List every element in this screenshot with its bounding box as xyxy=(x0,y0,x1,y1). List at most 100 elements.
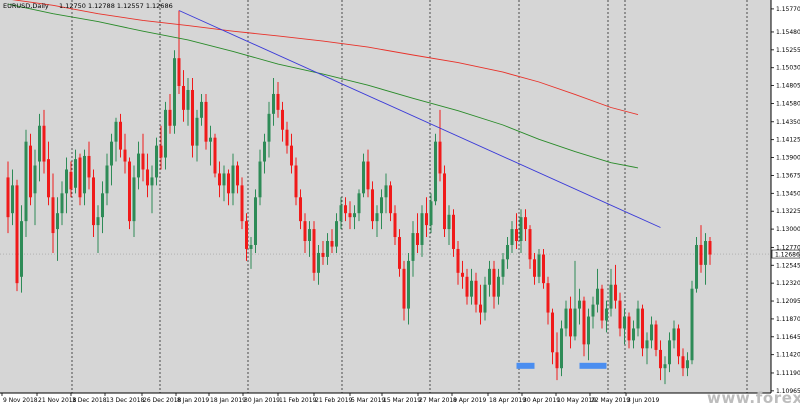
price-tick-label: 1.13450 xyxy=(776,190,800,197)
candle-body xyxy=(348,213,352,218)
candle-body xyxy=(654,324,658,350)
price-tick-label: 1.12320 xyxy=(776,280,800,287)
candle-body xyxy=(123,149,127,162)
candle-body xyxy=(114,121,118,142)
candle-body xyxy=(465,276,469,297)
candle-body xyxy=(78,157,82,198)
date-tick-label: 5 Mar 2019 xyxy=(351,397,385,404)
candle-body xyxy=(146,169,149,186)
candle-body xyxy=(267,113,271,142)
candle-body xyxy=(285,129,289,146)
candle-body xyxy=(645,340,649,349)
candle-body xyxy=(560,328,563,369)
date-tick-label: 3 Dec 2018 xyxy=(72,397,107,404)
candle-body xyxy=(537,254,541,277)
moving-averages xyxy=(7,0,661,228)
candle-body xyxy=(110,141,113,166)
date-tick-label: 26 Dec 2018 xyxy=(143,397,182,404)
candle-body xyxy=(357,193,361,214)
candle-body xyxy=(551,312,554,353)
candle-body xyxy=(42,125,46,162)
candle-body xyxy=(690,288,694,361)
date-tick-label: 11 Feb 2019 xyxy=(279,397,317,404)
price-tick-label: 1.14580 xyxy=(776,100,800,107)
price-axis: 1.15770 1.15480 1.15255 1.15030 1.14805 1.145… xyxy=(770,0,800,395)
candle-body xyxy=(384,185,388,198)
price-tick-label: 1.15030 xyxy=(776,65,800,72)
candle-body xyxy=(429,201,433,226)
candle-body xyxy=(411,233,415,261)
candle-body xyxy=(168,109,172,126)
candle-body xyxy=(317,252,320,273)
candle-body xyxy=(155,145,158,178)
date-tick-label: 21 Nov 2018 xyxy=(38,397,77,404)
candle-body xyxy=(519,217,523,242)
candle-body xyxy=(668,340,671,365)
price-tick-label: 1.15255 xyxy=(776,47,800,54)
candle-body xyxy=(380,197,383,214)
candle-body xyxy=(389,185,392,214)
candle-body xyxy=(488,268,491,285)
candle-body xyxy=(681,356,685,369)
candle-body xyxy=(83,155,86,194)
candle-body xyxy=(182,86,185,110)
candle-body xyxy=(213,137,217,174)
candle-body xyxy=(533,259,536,277)
candle-body xyxy=(87,155,91,178)
current-price-label: 1.12686 xyxy=(775,251,800,258)
price-tick-label: 1.14125 xyxy=(776,137,800,144)
candle-body xyxy=(555,352,559,369)
candle-body xyxy=(164,109,167,158)
candle-body xyxy=(569,308,572,337)
candle-body xyxy=(708,241,712,255)
candle-body xyxy=(663,364,667,369)
candle-body xyxy=(218,173,221,186)
price-tick-label: 1.13675 xyxy=(776,172,800,179)
candle-body xyxy=(308,229,311,242)
candle-body xyxy=(263,141,266,162)
candle-body xyxy=(362,161,365,194)
candle-body xyxy=(407,260,410,309)
price-tick-label: 1.11870 xyxy=(776,316,800,323)
candle-body xyxy=(195,117,199,146)
candle-body xyxy=(141,153,145,170)
candle-body xyxy=(344,205,347,214)
candle-body xyxy=(438,141,442,174)
candle-body xyxy=(605,308,608,321)
candle-body xyxy=(659,349,662,369)
candle-body xyxy=(398,237,401,269)
candle-body xyxy=(159,145,163,158)
current-price-box xyxy=(771,249,800,259)
candle-body xyxy=(236,165,239,186)
candle-body xyxy=(483,284,487,313)
candle-body xyxy=(420,213,424,245)
candle-body xyxy=(137,153,140,178)
date-tick-label: 30 Jan 2019 xyxy=(244,397,280,404)
candle-body xyxy=(641,308,644,349)
date-tick-label: 18 Apr 2019 xyxy=(489,397,526,404)
candle-body xyxy=(24,141,28,222)
candle-body xyxy=(186,89,190,110)
candle-body xyxy=(627,316,631,341)
moving-average-green xyxy=(7,3,639,169)
candle-body xyxy=(303,221,307,242)
candle-body xyxy=(15,185,19,284)
candle-body xyxy=(623,316,626,329)
vertical-gridlines xyxy=(71,0,748,393)
candle-body xyxy=(452,214,455,249)
date-tick-label: 10 May 2019 xyxy=(557,397,596,404)
candle-body xyxy=(272,93,275,114)
candle-body xyxy=(101,193,104,218)
candle-body xyxy=(38,125,41,162)
candle-body xyxy=(20,221,23,277)
candle-body xyxy=(371,189,374,222)
candle-body xyxy=(119,121,122,150)
candle-body xyxy=(227,173,230,194)
candle-body xyxy=(132,177,136,222)
candle-body xyxy=(312,229,316,273)
date-tick-label: 30 Apr 2019 xyxy=(523,397,560,404)
candle-body xyxy=(591,304,595,317)
candle-body xyxy=(173,58,176,126)
